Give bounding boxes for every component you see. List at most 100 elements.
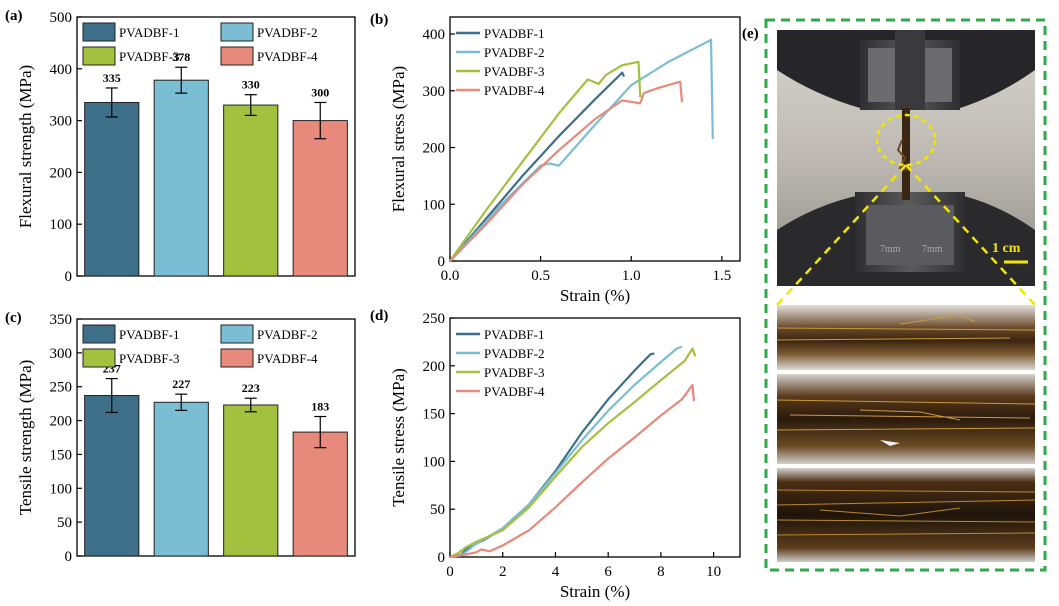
series-line-pvadbf-1: [449, 71, 626, 262]
legend-swatch: [220, 22, 254, 42]
panel-b-flexural-stress-strain-chart: 0 100 200 300 400 Flexural stress (MPa) (b) 0.0…: [370, 12, 741, 305]
series-line-pvadbf-4: [449, 383, 695, 559]
bar-pvadbf-1: [84, 101, 140, 277]
y-axis-title: Flexural strength (MPa): [16, 65, 35, 228]
y-tick-label: 0: [438, 254, 446, 270]
panel-e-photographs: (e) 7mm 7mm 1 cm: [742, 18, 1047, 572]
legend-swatch: [82, 46, 116, 66]
scale-bar-label: 1 cm: [992, 241, 1021, 256]
plot-frame: [449, 16, 741, 262]
legend-swatch: [82, 324, 116, 344]
legend-label: PVADBF-1: [119, 25, 179, 40]
y-tick-label: 200: [423, 359, 446, 375]
plot-frame: [76, 16, 356, 277]
data-label: 330: [242, 78, 260, 92]
legend-label: PVADBF-1: [484, 327, 544, 342]
svg-text:7mm: 7mm: [880, 244, 901, 255]
x-tick-label: 2: [499, 564, 507, 580]
legend-label: PVADBF-3: [119, 351, 179, 366]
legend-swatch: [220, 46, 254, 66]
legend-label: PVADBF-1: [119, 327, 179, 342]
panel-label: (a): [5, 8, 23, 24]
y-axis-title: Flexural stress (MPa): [389, 66, 408, 212]
fracture-closeup-photos: [776, 305, 1036, 562]
plot-frame: [76, 318, 356, 557]
y-axis-title: Tensile stress (MPa): [389, 368, 408, 507]
series-line-pvadbf-1: [449, 352, 655, 559]
legend-label: PVADBF-4: [484, 83, 545, 98]
legend-label: PVADBF-2: [257, 25, 317, 40]
y-tick-label: 250: [423, 311, 446, 327]
y-tick-label: 300: [50, 114, 73, 130]
x-axis-title: Strain (%): [560, 582, 630, 601]
data-label: 183: [311, 400, 329, 414]
plot-frame: [449, 317, 741, 558]
bar-pvadbf-2: [153, 401, 209, 557]
bar-pvadbf-3: [223, 404, 279, 557]
legend-label: PVADBF-4: [257, 49, 318, 64]
y-tick-label: 100: [50, 481, 73, 497]
y-tick-label: 400: [423, 27, 446, 43]
bar-pvadbf-1: [84, 395, 140, 557]
x-axis-title: Strain (%): [560, 286, 630, 305]
y-tick-label: 0: [65, 269, 73, 285]
test-rig-photo: 7mm 7mm 1 cm: [776, 30, 1036, 306]
panel-a-flexural-strength-bar-chart: 0 100 200 300 400 500 Flexural strength (MPa) (…: [5, 8, 356, 285]
y-tick-label: 0: [65, 549, 73, 565]
x-tick-label: 10: [706, 564, 721, 580]
series-line-pvadbf-3: [449, 60, 642, 262]
legend-swatch: [220, 324, 254, 344]
panel-e-label: (e): [742, 26, 759, 42]
bar-pvadbf-4: [292, 120, 348, 277]
legend-label: PVADBF-3: [484, 64, 544, 79]
panel-d-tensile-stress-strain-chart: 0 50 100 150 200 250 Tensile stress (MPa) (d) 0 2…: [370, 308, 741, 601]
legend-swatch: [220, 348, 254, 368]
panel-label: (b): [370, 12, 388, 28]
panel-c-tensile-strength-bar-chart: 0 50 100 150 200 250 300 350 Tensile strength (M…: [5, 310, 356, 565]
x-tick-label: 1.5: [713, 268, 732, 284]
y-tick-label: 50: [430, 502, 445, 518]
y-tick-label: 100: [423, 197, 446, 213]
y-tick-label: 200: [50, 165, 73, 181]
panel-label: (d): [370, 308, 388, 324]
x-tick-label: 1.0: [622, 268, 641, 284]
legend-label: PVADBF-1: [484, 26, 544, 41]
svg-text:7mm: 7mm: [922, 244, 943, 255]
y-tick-label: 150: [423, 407, 446, 423]
series-line-pvadbf-2: [449, 345, 683, 559]
x-tick-label: 0.5: [531, 268, 550, 284]
bar-pvadbf-2: [153, 79, 209, 277]
x-tick-label: 0: [446, 564, 454, 580]
series-line-pvadbf-3: [449, 347, 697, 558]
y-tick-label: 0: [438, 550, 446, 566]
legend-label: PVADBF-2: [257, 327, 317, 342]
y-tick-label: 100: [423, 454, 446, 470]
bar-pvadbf-3: [223, 104, 279, 277]
y-tick-label: 350: [50, 312, 73, 328]
y-tick-label: 250: [50, 380, 73, 396]
x-tick-label: 6: [604, 564, 612, 580]
data-label: 378: [172, 50, 190, 64]
data-label: 227: [172, 377, 190, 391]
data-label: 300: [311, 85, 329, 99]
bar-pvadbf-4: [292, 431, 348, 557]
x-tick-label: 0.0: [441, 268, 460, 284]
legend-label: PVADBF-3: [119, 49, 179, 64]
legend-label: PVADBF-2: [484, 346, 544, 361]
y-tick-label: 500: [50, 10, 73, 26]
y-axis-title: Tensile strength (MPa): [16, 360, 35, 516]
legend-label: PVADBF-4: [484, 384, 545, 399]
y-tick-label: 300: [423, 84, 446, 100]
y-tick-label: 150: [50, 447, 73, 463]
x-tick-label: 8: [657, 564, 665, 580]
x-tick-label: 4: [552, 564, 560, 580]
fracture-highlight: [875, 113, 937, 167]
data-label: 335: [103, 71, 121, 85]
data-label: 223: [242, 381, 260, 395]
legend-label: PVADBF-4: [257, 351, 318, 366]
series-line-pvadbf-4: [449, 80, 684, 262]
legend-swatch: [82, 22, 116, 42]
legend-label: PVADBF-3: [484, 365, 544, 380]
y-tick-label: 100: [50, 217, 73, 233]
